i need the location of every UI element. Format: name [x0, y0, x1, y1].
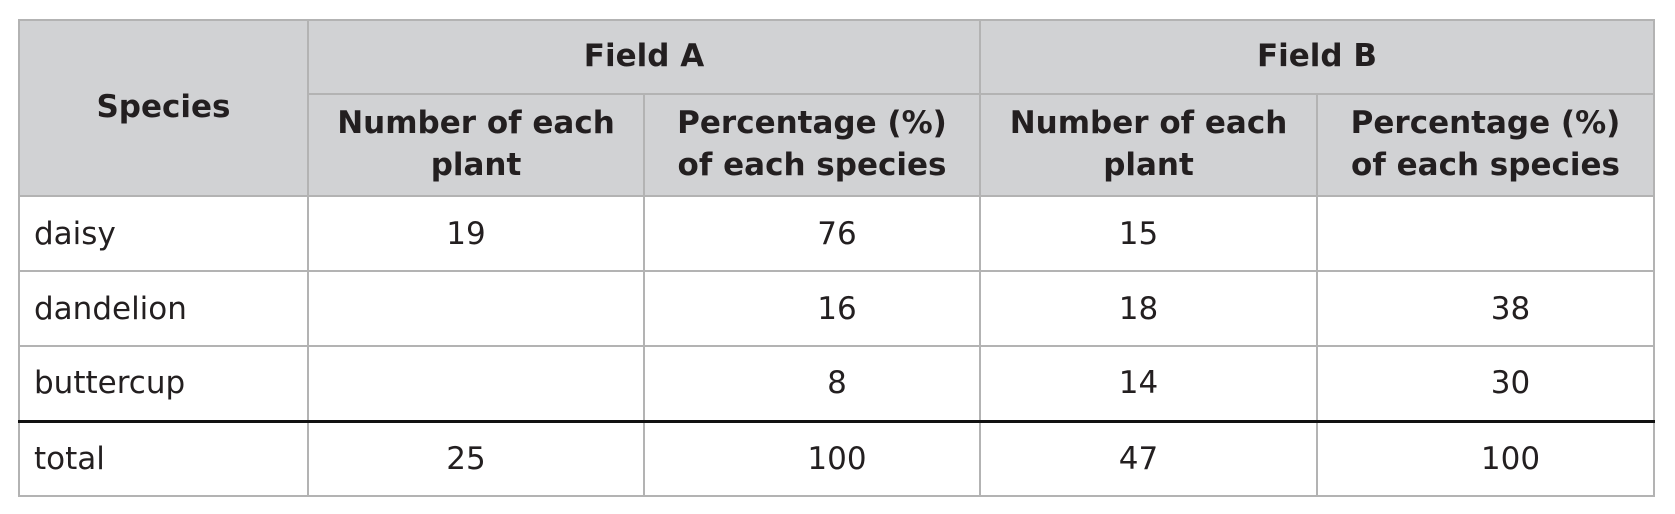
- value-cell: 8: [643, 345, 981, 422]
- column-header-text: Number of each plant: [1009, 105, 1288, 183]
- species-cell: dandelion: [18, 270, 309, 347]
- group-header: Field A: [307, 19, 981, 95]
- table-row: dandelion 16 18 38: [18, 270, 1656, 347]
- value-cell: 18: [979, 270, 1318, 347]
- value-cell: [307, 270, 645, 347]
- table-row: total 25 100 47 100: [18, 419, 1656, 497]
- value-cell: 15: [979, 195, 1318, 272]
- value-cell: [307, 345, 645, 422]
- value-cell: 38: [1315, 270, 1656, 347]
- header-row: Number of each plant Percentage (%) of e…: [19, 93, 1656, 197]
- group-header: Field B: [978, 19, 1656, 95]
- column-header: Number of each plant: [307, 93, 645, 197]
- column-header-text: Number of each plant: [337, 105, 615, 183]
- table-body: daisy 19 76 15 dandelion 16 18 38 buttercup 8 14 30…: [18, 195, 1656, 497]
- data-table: Species Field A Field B Number of each p…: [18, 19, 1656, 497]
- value-cell: 100: [1315, 419, 1656, 497]
- value-cell: [1315, 195, 1656, 272]
- value-cell: 14: [979, 345, 1318, 422]
- table-row: daisy 19 76 15: [18, 195, 1656, 272]
- column-header: Percentage (%) of each species: [1315, 93, 1656, 197]
- value-cell: 47: [979, 419, 1318, 497]
- value-cell: 16: [643, 270, 981, 347]
- header-row: Species Field A Field B: [18, 19, 1656, 197]
- column-header: Number of each plant: [979, 93, 1318, 197]
- column-header-text: Percentage (%) of each species: [1350, 105, 1621, 183]
- column-header: Percentage (%) of each species: [643, 93, 981, 197]
- table-row: buttercup 8 14 30: [18, 345, 1656, 422]
- species-cell: total: [18, 419, 309, 497]
- value-cell: 30: [1315, 345, 1656, 422]
- column-header-text: Percentage (%) of each species: [677, 105, 947, 183]
- species-header: Species: [18, 19, 309, 197]
- species-cell: daisy: [18, 195, 309, 272]
- value-cell: 19: [307, 195, 645, 272]
- value-cell: 100: [643, 419, 981, 497]
- value-cell: 25: [307, 419, 645, 497]
- value-cell: 76: [643, 195, 981, 272]
- species-cell: buttercup: [18, 345, 309, 422]
